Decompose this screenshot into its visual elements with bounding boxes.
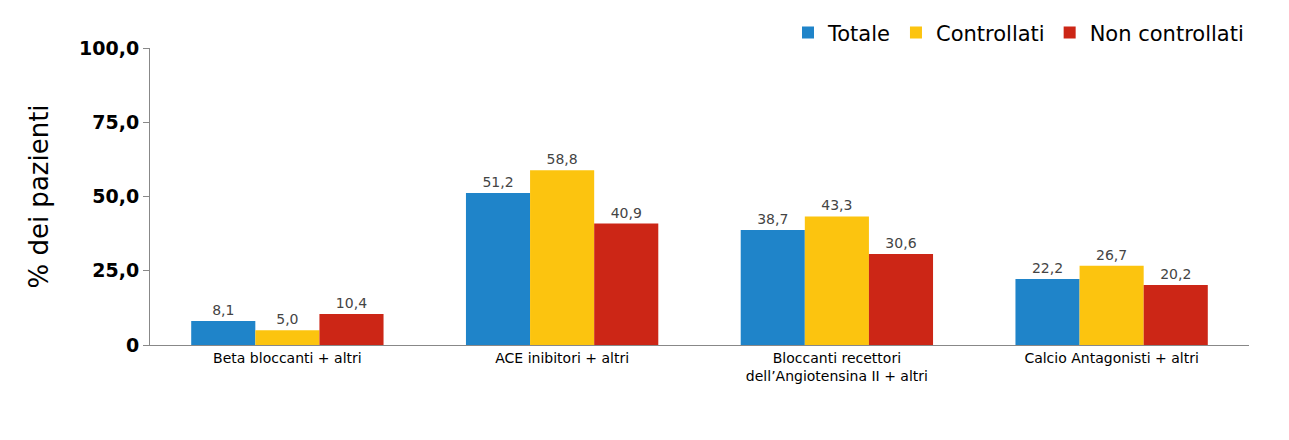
svg-text:26,7: 26,7 [1096,247,1127,263]
svg-text:Beta bloccanti + altri: Beta bloccanti + altri [213,350,362,366]
svg-text:Controllati: Controllati [936,22,1045,46]
svg-text:20,2: 20,2 [1160,266,1191,282]
svg-text:40,9: 40,9 [611,205,642,221]
svg-text:38,7: 38,7 [757,211,788,227]
svg-text:Totale: Totale [827,22,890,46]
svg-text:30,6: 30,6 [885,235,916,251]
svg-text:10,4: 10,4 [336,295,367,311]
svg-text:22,2: 22,2 [1032,260,1063,276]
svg-text:25,0: 25,0 [92,259,139,281]
svg-text:5,0: 5,0 [276,311,298,327]
svg-text:Calcio Antagonisti + altri: Calcio Antagonisti + altri [1024,350,1199,366]
svg-text:% dei pazienti: % dei pazienti [24,104,54,288]
svg-text:8,1: 8,1 [212,302,234,318]
svg-text:51,2: 51,2 [482,174,513,190]
svg-text:75,0: 75,0 [92,111,139,133]
svg-text:100,0: 100,0 [79,37,139,59]
svg-text:58,8: 58,8 [547,151,578,167]
svg-text:ACE inibitori + altri: ACE inibitori + altri [495,350,629,366]
svg-text:50,0: 50,0 [92,185,139,207]
svg-text:43,3: 43,3 [821,197,852,213]
svg-text:Non controllati: Non controllati [1090,22,1244,46]
svg-text:0: 0 [126,334,139,356]
svg-text:Bloccanti recettoridell’Angiot: Bloccanti recettoridell’Angiotensina II … [746,350,928,384]
